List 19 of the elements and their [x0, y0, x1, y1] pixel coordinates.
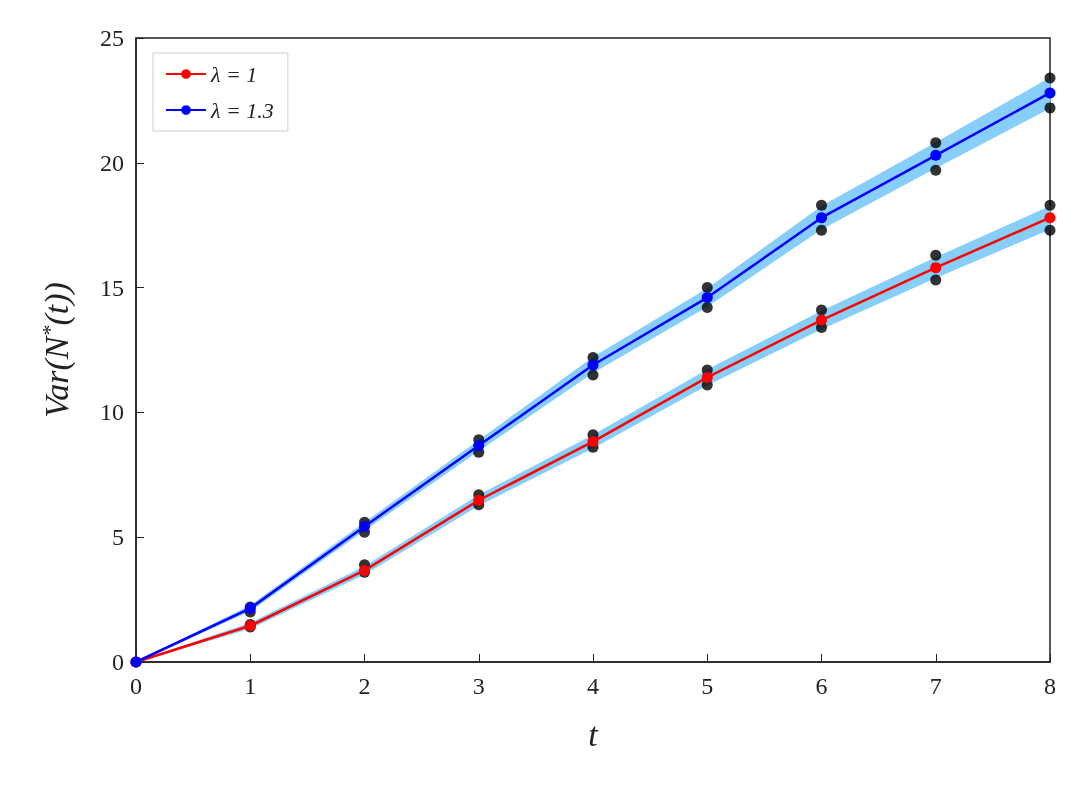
x-tick-label: 5 — [701, 673, 714, 699]
x-tick-label: 1 — [244, 673, 257, 699]
x-tick-label: 8 — [1044, 673, 1056, 699]
y-tick-label: 5 — [112, 524, 124, 551]
y-axis-title: Var(N*(t)) — [36, 282, 76, 418]
x-tick-label: 7 — [929, 673, 942, 699]
y-tick-label: 0 — [112, 649, 124, 675]
x-tick-label: 3 — [472, 673, 485, 699]
x-tick-label: 6 — [815, 673, 828, 699]
x-tick-label: 2 — [358, 673, 371, 699]
y-tick-label: 15 — [100, 274, 124, 301]
legend-label: λ = 1 — [210, 61, 258, 87]
x-axis-title: t — [588, 715, 600, 753]
x-tick-label: 4 — [587, 673, 599, 699]
y-tick-label: 25 — [100, 25, 124, 51]
legend-label: λ = 1.3 — [210, 97, 274, 123]
y-tick-label: 10 — [100, 399, 124, 426]
x-tick-label: 0 — [130, 673, 142, 699]
y-tick-label: 20 — [100, 149, 124, 176]
